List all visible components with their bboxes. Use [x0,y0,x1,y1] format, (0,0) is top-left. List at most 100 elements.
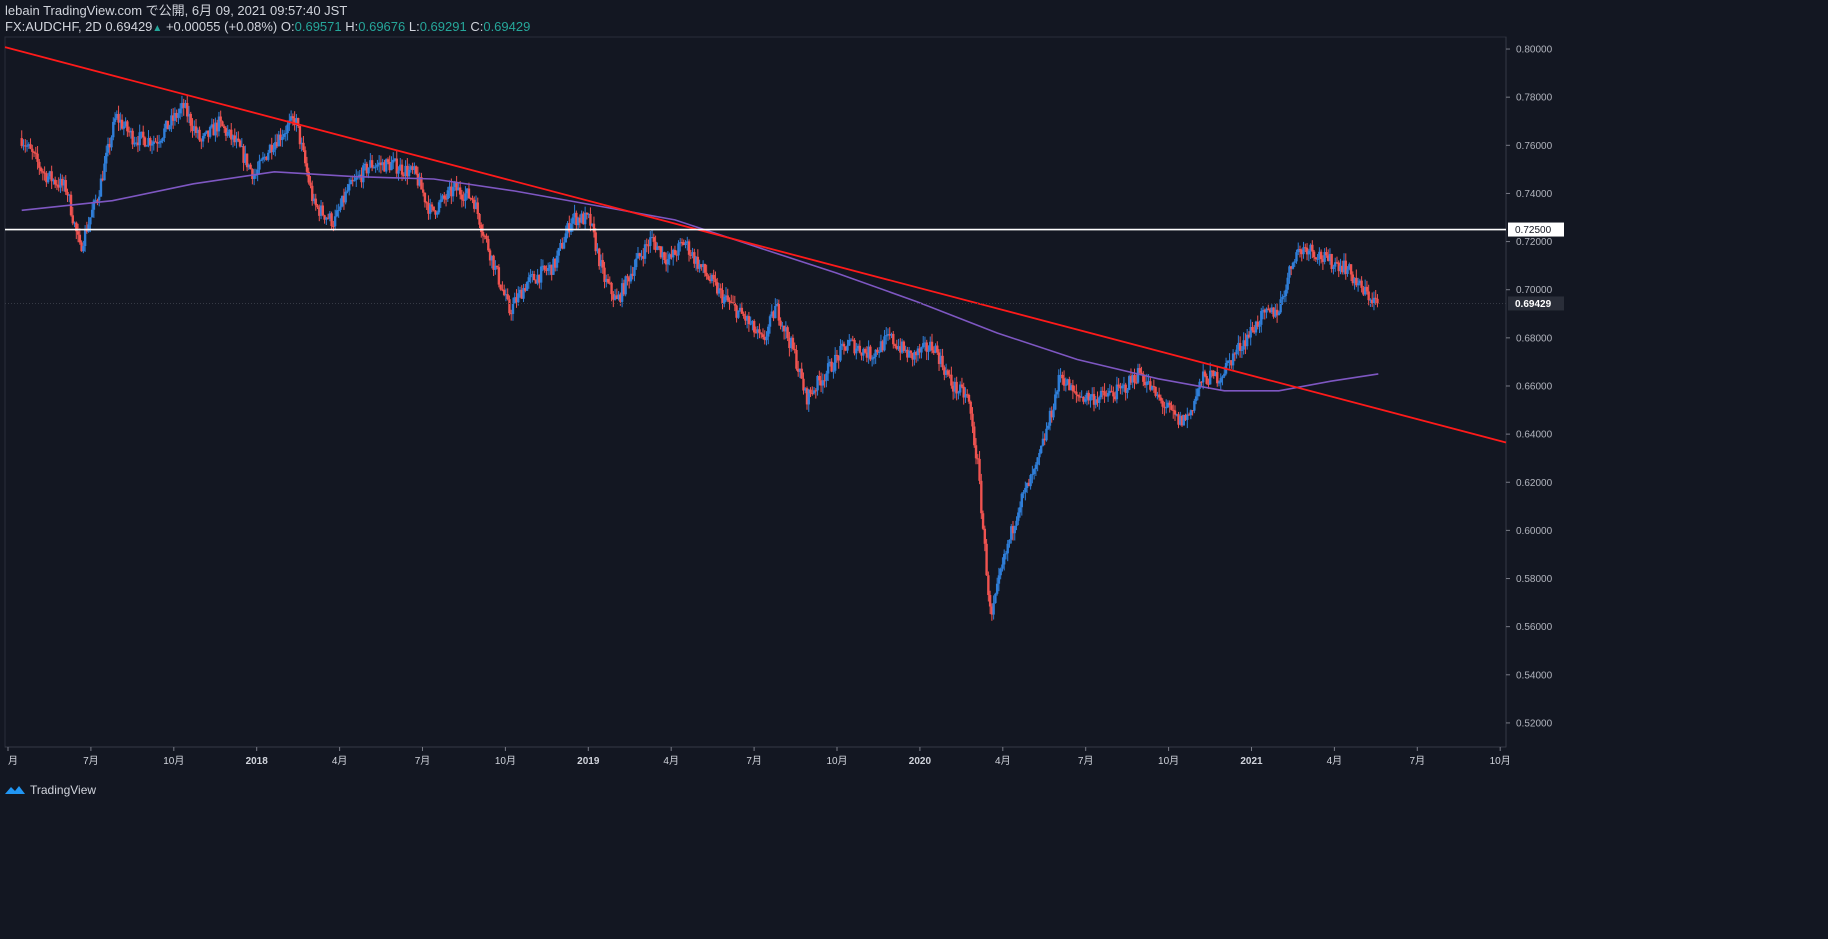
candle-up [337,209,340,211]
time-axis[interactable]: 月 7月 10月 2018 4月 7月 10月 2019 4月 7月 10月 2020 4月 7月 10月 2… [7,747,1511,767]
candle-down [224,128,228,136]
candle-down [895,345,898,350]
price-tick-label: 0.70000 [1516,285,1553,296]
candle-up [885,335,888,337]
candle-down [1152,386,1156,388]
candle-up [369,160,372,168]
candle-down [1027,482,1031,487]
candle-up [448,186,451,191]
candle-down [610,282,613,295]
candle-up [92,200,96,210]
candle-up [826,363,830,374]
brand-footer[interactable]: TradingView [4,783,96,797]
price-chart[interactable]: 0.72500 0.69429 0.80000 0.78000 0.76000 0.74… [0,0,1568,805]
candle-down [740,307,744,314]
candle-down [568,223,571,233]
up-arrow-icon: ▲ [152,23,163,34]
candle-down [416,173,420,186]
candle-up [737,310,740,318]
candle-up [539,266,543,283]
candle-up [1064,384,1068,386]
candle-down [985,543,988,576]
candle-down [126,121,129,132]
candle-up [441,195,444,200]
downtrend-line[interactable] [4,46,1507,444]
candle-up [217,116,221,132]
candle-down [279,134,282,141]
symbol-legend[interactable]: FX:AUDCHF, 2D 0.69429▲ +0.00055 (+0.08%)… [5,19,530,37]
candle-down [1092,394,1096,405]
candle-up [511,303,515,314]
moving-average-line[interactable] [21,170,1379,392]
candle-up [1339,265,1342,272]
candle-up [1237,342,1240,350]
candle-down [249,164,252,170]
level-price-label: 0.72500 [1515,225,1552,236]
candle-down [967,394,971,402]
candle-up [247,164,251,168]
candle-down [1251,327,1254,331]
candle-down [467,188,471,199]
candle-up [1029,475,1032,487]
candle-up [1284,289,1288,297]
candle-down [960,384,964,387]
price-axis[interactable]: 0.80000 0.78000 0.76000 0.74000 0.72000 0.700… [1506,45,1553,730]
time-tick-label: 10月 [1158,755,1179,767]
candle-down [1210,370,1214,372]
candle-up [282,133,286,137]
candle-up [671,249,675,258]
candle-down [973,426,976,446]
candle-up [277,134,280,147]
candle-down [1311,244,1314,252]
candle-up [599,260,603,267]
candle-up [407,169,411,177]
candle-up [995,583,999,594]
candle-down [1082,396,1085,402]
price-change: +0.00055 (+0.08%) [165,19,278,34]
candle-down [981,513,985,529]
candle-down [478,213,481,225]
price-tick-label: 0.74000 [1516,189,1553,200]
price-tick-label: 0.52000 [1516,718,1553,729]
candle-down [200,140,203,142]
candle-down [950,374,953,386]
candle-down [78,234,82,243]
candle-down [1073,391,1076,393]
candle-up [855,348,858,354]
candle-up [1282,296,1286,298]
candle-up [1047,425,1050,429]
candle-up [913,352,916,360]
candle-up [97,196,101,201]
candle-up [518,289,522,294]
candle-down [619,294,622,302]
candle-down [1142,374,1145,382]
candle-up [376,164,379,167]
candle-down [777,303,781,321]
open-label: O: [280,19,295,34]
symbol-name[interactable]: FX:AUDCHF, 2D [5,19,102,34]
brand-name: TradingView [30,783,97,797]
candle-up [846,345,849,351]
candle-down [1071,385,1075,392]
candle-down [36,153,39,162]
candle-up [862,349,865,356]
candle-up [1131,375,1134,383]
candle-up [562,242,566,249]
candle-down [1149,381,1152,390]
candle-up [1004,553,1008,555]
candle-down [524,288,527,291]
candle-down [1101,390,1104,392]
candle-down [136,142,140,146]
candle-up [258,160,261,170]
candle-up [812,390,816,394]
candle-down [719,288,722,291]
candle-down [608,282,612,284]
candle-down [476,202,479,214]
candle-up [1228,360,1231,362]
candle-down [687,241,691,255]
candle-up [1175,414,1178,416]
candle-up [1323,252,1326,262]
candle-up [1270,307,1274,313]
candle-down [642,256,645,259]
candle-up [159,140,163,143]
